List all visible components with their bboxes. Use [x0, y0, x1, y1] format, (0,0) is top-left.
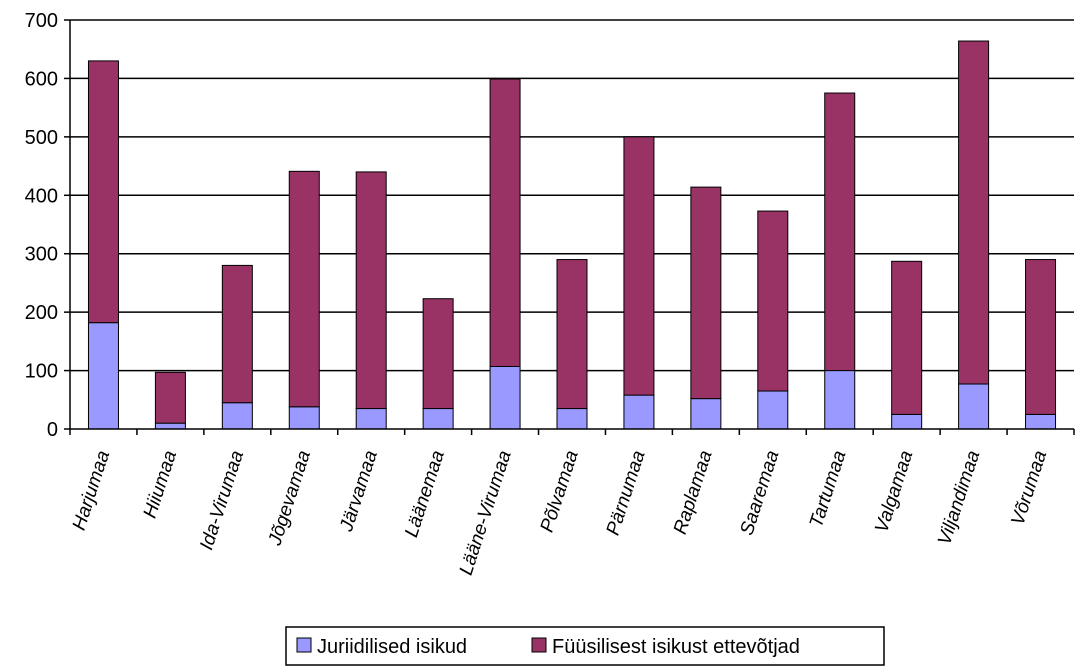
- bar-fyysilisest-1: [154, 371, 186, 424]
- x-tick-label: Võrumaa: [1007, 448, 1051, 528]
- legend: Juriidilised isikud Füüsilisest isikust …: [285, 626, 885, 666]
- bar-fyysilisest-10: [757, 210, 789, 392]
- x-tick-label: Harjumaa: [69, 448, 114, 533]
- x-tick-label: Viljandimaa: [934, 448, 984, 548]
- bars: [87, 40, 1057, 430]
- bar-fyysilisest-13: [958, 40, 990, 385]
- bar-fyysilisest-2: [221, 264, 253, 404]
- bar-fyysilisest-11: [824, 92, 856, 372]
- bar-juriidilised-4: [355, 408, 387, 430]
- x-tick-label: Põlvamaa: [537, 448, 583, 535]
- y-tick-label: 300: [25, 244, 58, 266]
- bar-juriidilised-13: [958, 383, 990, 430]
- x-tick-label: Ida-Virumaa: [196, 448, 248, 553]
- bar-juriidilised-10: [757, 390, 789, 430]
- bar-juriidilised-2: [221, 402, 253, 430]
- bar-fyysilisest-6: [489, 78, 521, 367]
- y-tick-label: 700: [25, 10, 58, 32]
- bar-juriidilised-1: [154, 422, 186, 430]
- x-tick-label: Järvamaa: [336, 448, 382, 535]
- bar-fyysilisest-4: [355, 171, 387, 410]
- y-tick-label: 600: [25, 68, 58, 90]
- y-tick-labels: 0 100 200 300 400 500 600 700: [25, 10, 58, 441]
- bar-fyysilisest-7: [556, 259, 588, 410]
- x-tick-label: Raplamaa: [670, 448, 717, 537]
- bar-fyysilisest-3: [288, 170, 320, 408]
- bar-juriidilised-11: [824, 370, 856, 430]
- y-tick-label: 0: [47, 419, 58, 441]
- bar-fyysilisest-8: [623, 136, 655, 396]
- x-tick-label: Tartumaa: [806, 448, 851, 530]
- axes: [64, 19, 1075, 435]
- bar-juriidilised-0: [87, 322, 119, 430]
- bar-juriidilised-7: [556, 408, 588, 430]
- bar-juriidilised-8: [623, 394, 655, 430]
- bar-juriidilised-5: [422, 408, 454, 430]
- legend-swatch-fyysilisest: [531, 637, 547, 653]
- legend-label-juriidilised: Juriidilised isikud: [317, 636, 467, 658]
- y-tick-label: 500: [25, 127, 58, 149]
- bar-juriidilised-12: [891, 413, 923, 430]
- bar-fyysilisest-14: [1025, 259, 1057, 415]
- x-tick-label: Läänemaa: [401, 448, 449, 540]
- x-tick-labels: Harjumaa Hiiumaa Ida-Virumaa Jõgevamaa Järva…: [69, 448, 1051, 578]
- x-tick-label: Saaremaa: [736, 448, 783, 538]
- bar-fyysilisest-0: [87, 60, 119, 324]
- x-tick-label: Jõgevamaa: [264, 448, 315, 549]
- bar-juriidilised-3: [288, 406, 320, 430]
- bar-fyysilisest-9: [690, 186, 722, 400]
- legend-box: [285, 626, 885, 666]
- y-tick-label: 400: [25, 185, 58, 207]
- legend-swatch-juriidilised: [296, 637, 312, 653]
- bar-juriidilised-9: [690, 398, 722, 430]
- x-tick-label: Lääne-Virumaa: [456, 448, 516, 578]
- bar-juriidilised-6: [489, 365, 521, 430]
- x-tick-label: Valgamaa: [871, 448, 917, 535]
- bar-fyysilisest-12: [891, 260, 923, 415]
- x-tick-label: Pärnumaa: [603, 448, 650, 538]
- y-tick-label: 200: [25, 302, 58, 324]
- y-tick-label: 100: [25, 361, 58, 383]
- bar-fyysilisest-5: [422, 298, 454, 410]
- legend-label-fyysilisest: Füüsilisest isikust ettevõtjad: [552, 636, 800, 658]
- x-tick-label: Hiiumaa: [140, 448, 182, 521]
- bar-juriidilised-14: [1025, 413, 1057, 430]
